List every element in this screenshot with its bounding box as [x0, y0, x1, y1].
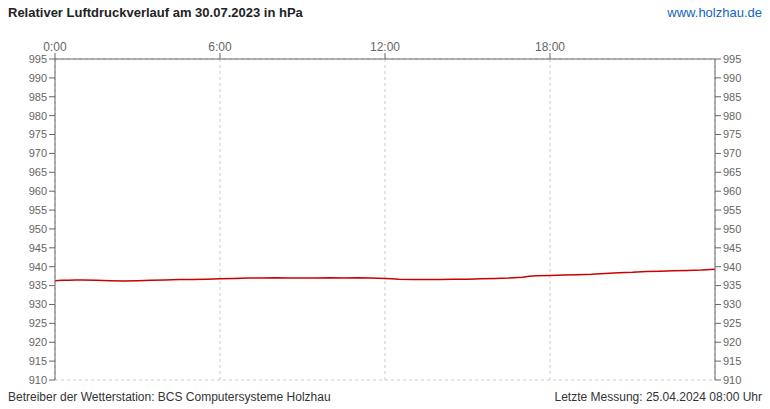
html-text:Letzte Messung: 25.04.2024 08:: Letzte Messung: 25.04.2024 08:00 Uhr	[554, 390, 762, 404]
svg-text:995: 995	[723, 53, 741, 65]
html-text:www.holzhau.de: www.holzhau.de	[667, 4, 762, 20]
svg-text:985: 985	[29, 91, 47, 103]
svg-text:6:00: 6:00	[208, 40, 232, 54]
svg-text:940: 940	[723, 261, 741, 273]
svg-text:990: 990	[29, 72, 47, 84]
svg-text:0:00: 0:00	[43, 40, 67, 54]
svg-text:925: 925	[723, 317, 741, 329]
html-text:Betreiber der Wetterstation: B: Betreiber der Wetterstation: BCS Compute…	[8, 390, 331, 404]
svg-text:910: 910	[723, 374, 741, 385]
svg-text:12:00: 12:00	[370, 40, 400, 54]
svg-text:955: 955	[723, 204, 741, 216]
svg-text:980: 980	[29, 110, 47, 122]
svg-text:935: 935	[29, 279, 47, 291]
svg-text:955: 955	[29, 204, 47, 216]
svg-text:915: 915	[723, 355, 741, 367]
svg-text:975: 975	[723, 128, 741, 140]
svg-text:970: 970	[29, 147, 47, 159]
svg-text:920: 920	[29, 336, 47, 348]
svg-text:965: 965	[29, 166, 47, 178]
svg-text:935: 935	[723, 279, 741, 291]
svg-text:965: 965	[723, 166, 741, 178]
svg-text:940: 940	[29, 261, 47, 273]
svg-text:970: 970	[723, 147, 741, 159]
svg-text:960: 960	[29, 185, 47, 197]
svg-text:925: 925	[29, 317, 47, 329]
svg-text:910: 910	[29, 374, 47, 385]
svg-text:18:00: 18:00	[535, 40, 565, 54]
html-text:Relativer Luftdruckverlauf am: Relativer Luftdruckverlauf am 30.07.2023…	[8, 4, 303, 20]
svg-text:950: 950	[29, 223, 47, 235]
svg-text:985: 985	[723, 91, 741, 103]
svg-text:945: 945	[29, 242, 47, 254]
svg-text:920: 920	[723, 336, 741, 348]
svg-text:975: 975	[29, 128, 47, 140]
svg-text:945: 945	[723, 242, 741, 254]
svg-text:915: 915	[29, 355, 47, 367]
svg-text:950: 950	[723, 223, 741, 235]
svg-text:995: 995	[29, 53, 47, 65]
svg-text:930: 930	[29, 298, 47, 310]
svg-text:930: 930	[723, 298, 741, 310]
svg-text:990: 990	[723, 72, 741, 84]
svg-text:960: 960	[723, 185, 741, 197]
svg-text:980: 980	[723, 110, 741, 122]
